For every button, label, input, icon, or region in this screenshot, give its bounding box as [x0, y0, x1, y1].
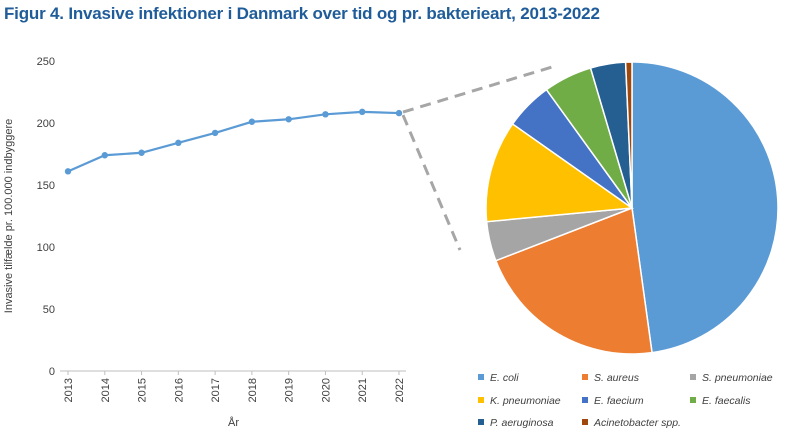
data-point: [248, 118, 256, 125]
x-tick-label: 2018: [247, 378, 259, 402]
legend-swatch: [582, 397, 588, 403]
legend-label: S. pneumoniae: [702, 372, 773, 384]
legend-label: S. aureus: [594, 372, 640, 384]
y-axis-title: Invasive tilfælde pr. 100.000 indbyggere: [3, 119, 15, 313]
connector-line-bottom: [401, 114, 462, 251]
data-point: [211, 129, 219, 137]
legend-swatch: [478, 397, 484, 403]
legend-label: E. faecalis: [702, 395, 751, 407]
data-point: [175, 139, 182, 147]
x-tick-label: 2015: [137, 378, 149, 402]
data-point: [138, 149, 145, 156]
legend-swatch: [690, 374, 696, 380]
x-tick-label: 2016: [173, 378, 185, 402]
data-point: [359, 108, 366, 116]
pie-slice: [624, 61, 633, 209]
pie-slice: [631, 61, 779, 354]
y-tick-label: 50: [43, 304, 55, 316]
legend-swatch: [690, 397, 696, 403]
data-point: [322, 111, 329, 118]
y-tick-label: 0: [49, 366, 55, 378]
legend-swatch: [582, 374, 588, 380]
x-tick-label: 2019: [284, 378, 296, 402]
legend-label: K. pneumoniae: [490, 395, 561, 407]
y-tick-label: 250: [37, 56, 55, 68]
pie-connector-lines: [401, 65, 553, 251]
legend-swatch: [478, 419, 484, 425]
x-tick-label: 2020: [320, 378, 332, 402]
connector-line-top: [402, 65, 553, 114]
x-tick-label: 2017: [210, 378, 222, 402]
data-point: [101, 152, 108, 159]
data-point: [285, 116, 292, 123]
y-tick-label: 200: [37, 118, 55, 130]
legend-swatch: [478, 374, 484, 380]
pie-chart: [485, 61, 779, 355]
y-tick-label: 100: [37, 242, 55, 254]
pie-slice: [485, 122, 635, 223]
x-tick-label: 2022: [394, 378, 406, 402]
x-tick-label: 2014: [100, 378, 112, 402]
series-line: [67, 110, 400, 173]
chart-title: Figur 4. Invasive infektioner i Danmark …: [4, 4, 600, 23]
x-axis-title: År: [228, 416, 239, 429]
x-tick-label: 2021: [357, 378, 369, 402]
y-tick-label: 150: [37, 180, 55, 192]
data-point: [395, 109, 403, 117]
pie-slice: [494, 206, 653, 355]
line-chart: 0 50 100 150 200 250 2013 2014 2015 2016 2017 2018 2…: [3, 56, 406, 429]
legend-label: E. coli: [490, 372, 519, 384]
legend-label: Acinetobacter spp.: [593, 417, 681, 429]
legend-swatch: [582, 419, 588, 425]
data-point: [64, 168, 72, 175]
pie-legend: E. coli S. aureus S. pneumoniae K. pneumoni…: [478, 372, 773, 429]
x-tick-label: 2013: [63, 378, 75, 402]
legend-label: E. faecium: [594, 395, 644, 407]
legend-label: P. aeruginosa: [490, 417, 554, 429]
